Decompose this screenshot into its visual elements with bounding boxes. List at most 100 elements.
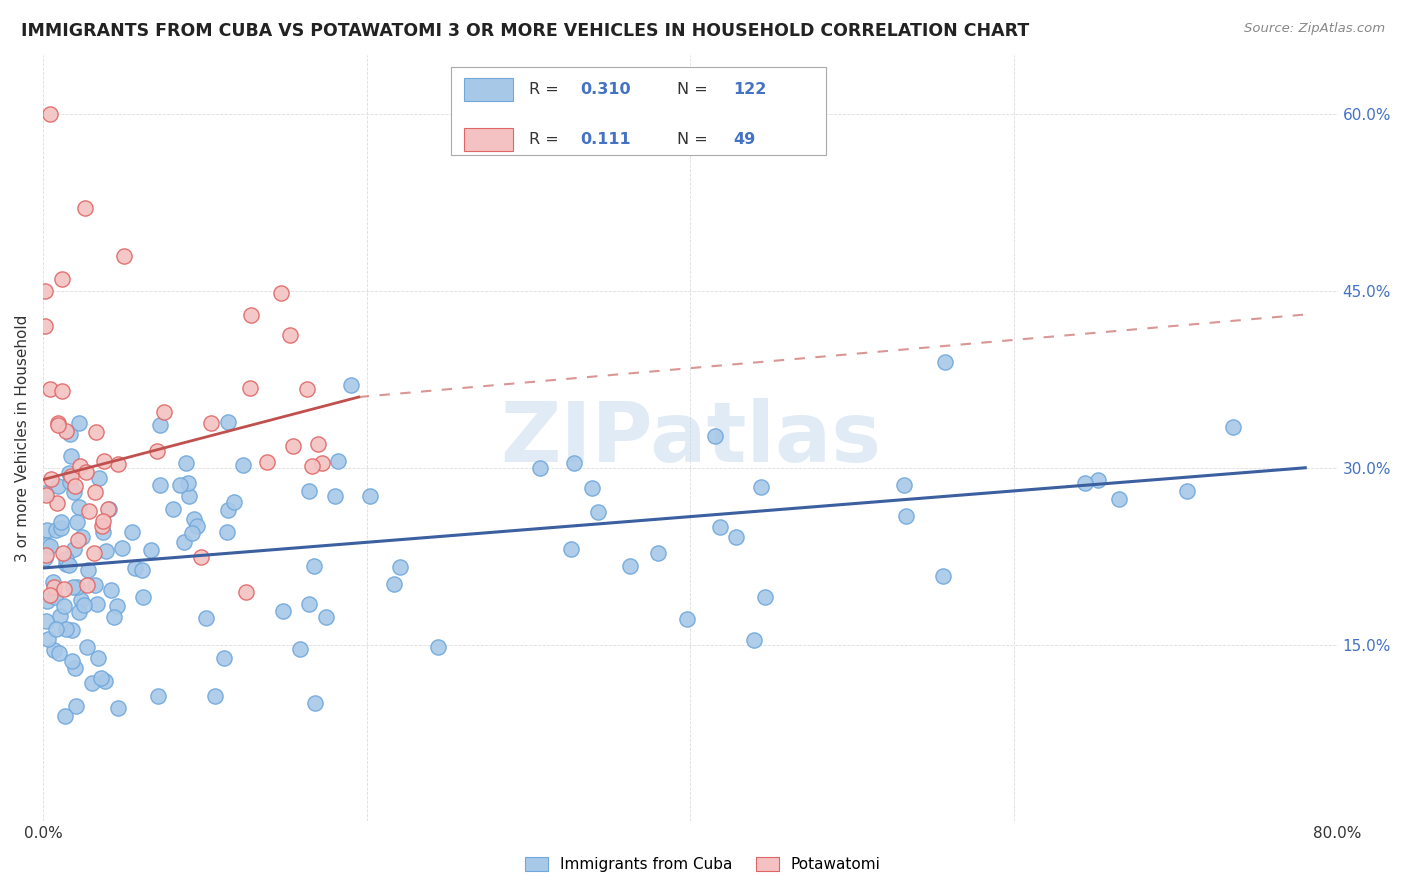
Point bbox=[315, 610, 337, 624]
Point bbox=[46, 418, 69, 433]
Point bbox=[48, 479, 70, 493]
Point bbox=[148, 690, 170, 704]
Point bbox=[51, 272, 73, 286]
Point bbox=[529, 460, 551, 475]
Point bbox=[581, 481, 603, 495]
Point bbox=[73, 599, 96, 613]
Point bbox=[91, 514, 114, 528]
Point bbox=[53, 708, 76, 723]
Point bbox=[177, 475, 200, 490]
Point bbox=[619, 559, 641, 574]
Point bbox=[62, 654, 84, 668]
Point bbox=[675, 612, 697, 626]
Point bbox=[42, 575, 65, 590]
Point bbox=[67, 416, 90, 430]
Point bbox=[48, 609, 70, 624]
Point bbox=[149, 477, 172, 491]
Point bbox=[70, 530, 93, 544]
Point bbox=[59, 469, 82, 483]
Point bbox=[131, 563, 153, 577]
Point bbox=[359, 489, 381, 503]
Point bbox=[59, 427, 82, 442]
Point bbox=[51, 384, 73, 398]
Point bbox=[146, 444, 169, 458]
Point bbox=[298, 597, 321, 611]
Point bbox=[240, 308, 263, 322]
Point bbox=[894, 509, 917, 524]
Point bbox=[69, 593, 91, 607]
Point bbox=[63, 479, 86, 493]
Point bbox=[75, 465, 97, 479]
Point bbox=[45, 523, 67, 537]
Point bbox=[194, 610, 217, 624]
Point bbox=[34, 319, 56, 334]
Point bbox=[111, 541, 134, 555]
Point bbox=[69, 458, 91, 473]
Point bbox=[53, 599, 76, 613]
Point bbox=[271, 604, 294, 618]
Point bbox=[139, 543, 162, 558]
Point bbox=[63, 661, 86, 675]
Point bbox=[84, 578, 107, 592]
Point bbox=[80, 676, 103, 690]
Point bbox=[60, 624, 83, 638]
Point bbox=[186, 519, 208, 533]
Point bbox=[39, 588, 62, 602]
Point bbox=[162, 501, 184, 516]
Point bbox=[62, 542, 84, 557]
Point bbox=[427, 640, 450, 654]
Text: 49: 49 bbox=[733, 132, 755, 147]
Point bbox=[87, 471, 110, 485]
Point bbox=[105, 599, 128, 613]
Point bbox=[93, 454, 115, 468]
Point bbox=[1087, 474, 1109, 488]
Point bbox=[39, 472, 62, 486]
Point bbox=[46, 417, 69, 431]
Point bbox=[84, 425, 107, 439]
Point bbox=[58, 467, 80, 481]
Point bbox=[217, 415, 239, 429]
Point bbox=[38, 382, 60, 396]
Point bbox=[34, 284, 56, 298]
Point bbox=[76, 640, 98, 654]
Point bbox=[256, 455, 278, 469]
Point bbox=[49, 515, 72, 529]
Point bbox=[239, 381, 262, 395]
Point bbox=[340, 378, 363, 392]
Point bbox=[97, 501, 120, 516]
Point bbox=[307, 436, 329, 450]
Point bbox=[704, 429, 727, 443]
Text: N =: N = bbox=[678, 82, 713, 97]
Point bbox=[107, 701, 129, 715]
Point bbox=[180, 526, 202, 541]
Y-axis label: 3 or more Vehicles in Household: 3 or more Vehicles in Household bbox=[15, 315, 30, 562]
Point bbox=[35, 593, 58, 607]
Point bbox=[311, 456, 333, 470]
Text: IMMIGRANTS FROM CUBA VS POTAWATOMI 3 OR MORE VEHICLES IN HOUSEHOLD CORRELATION C: IMMIGRANTS FROM CUBA VS POTAWATOMI 3 OR … bbox=[21, 22, 1029, 40]
Point bbox=[281, 439, 304, 453]
Point bbox=[35, 614, 58, 628]
Point bbox=[1074, 475, 1097, 490]
Point bbox=[564, 456, 586, 470]
FancyBboxPatch shape bbox=[451, 67, 827, 154]
Point bbox=[35, 538, 58, 552]
Point bbox=[1175, 484, 1198, 499]
Point bbox=[103, 609, 125, 624]
Point bbox=[84, 484, 107, 499]
Point bbox=[173, 535, 195, 549]
Point bbox=[751, 480, 773, 494]
Point bbox=[94, 673, 117, 688]
Point bbox=[893, 478, 915, 492]
Text: Source: ZipAtlas.com: Source: ZipAtlas.com bbox=[1244, 22, 1385, 36]
Point bbox=[55, 552, 77, 566]
Point bbox=[217, 525, 239, 540]
Point bbox=[67, 606, 90, 620]
Point bbox=[121, 525, 143, 540]
Point bbox=[149, 417, 172, 432]
FancyBboxPatch shape bbox=[464, 128, 513, 151]
Point bbox=[52, 546, 75, 560]
Point bbox=[297, 483, 319, 498]
Point bbox=[222, 494, 245, 508]
Point bbox=[124, 560, 146, 574]
Legend: Immigrants from Cuba, Potawatomi: Immigrants from Cuba, Potawatomi bbox=[517, 849, 889, 880]
